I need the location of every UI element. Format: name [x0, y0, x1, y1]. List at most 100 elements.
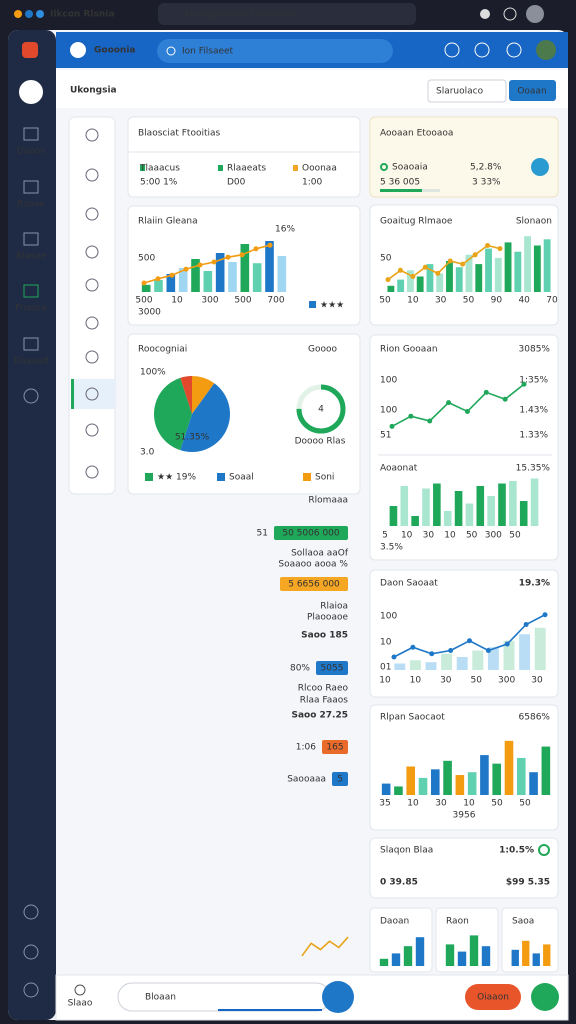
icon[interactable]	[506, 42, 522, 58]
toolbar-search[interactable]	[427, 79, 507, 103]
line-dot	[211, 259, 217, 265]
x-tick-label: 300	[485, 531, 502, 541]
legend-swatch	[217, 473, 225, 481]
bar	[485, 248, 492, 292]
tool-icon[interactable]	[85, 207, 99, 221]
nav-label: Rlasae	[16, 252, 46, 262]
bar	[522, 940, 530, 966]
y-label: 1.43%	[519, 406, 548, 416]
badge	[332, 772, 348, 786]
label: Soaoaia	[392, 163, 428, 173]
bar	[240, 244, 250, 292]
bar	[443, 511, 452, 526]
bar	[494, 257, 502, 292]
card	[127, 116, 361, 198]
tool-icon[interactable]	[85, 245, 99, 259]
x-tick-label: 30	[435, 799, 447, 809]
tool-icon[interactable]	[85, 423, 99, 437]
bar	[475, 264, 483, 292]
pie-slice	[154, 377, 192, 451]
label: 100%	[140, 368, 166, 378]
line-dot	[391, 654, 397, 660]
bar	[436, 273, 444, 292]
icon[interactable]	[23, 982, 39, 998]
x-tick-label: 35	[379, 799, 390, 809]
tool-icon[interactable]	[85, 128, 99, 142]
search-box[interactable]	[157, 39, 393, 63]
line-dot	[141, 280, 147, 286]
address-bar[interactable]	[158, 3, 416, 25]
axis-label: 50	[380, 254, 392, 264]
active-item[interactable]	[71, 379, 115, 409]
legend-swatch	[145, 473, 153, 481]
window-dot[interactable]	[36, 10, 44, 18]
window-dot[interactable]	[25, 10, 33, 18]
bar	[441, 653, 453, 670]
bar	[389, 506, 398, 526]
icon[interactable]	[23, 388, 39, 404]
icon[interactable]	[480, 9, 490, 19]
icon[interactable]	[474, 42, 490, 58]
icon[interactable]	[23, 944, 39, 960]
icon[interactable]	[444, 42, 460, 58]
address: Ilnmagelsaeot Ulsbateon	[185, 10, 297, 20]
icon[interactable]	[531, 158, 549, 176]
button-label: Ooaan	[517, 87, 546, 97]
nav-icon[interactable]	[23, 284, 39, 298]
card-title: Rlaiin Gleana	[138, 217, 198, 227]
action-button[interactable]	[465, 984, 521, 1010]
bar	[541, 746, 551, 795]
note: 6586%	[519, 713, 551, 723]
tool-icon[interactable]	[85, 465, 99, 479]
icon[interactable]	[23, 904, 39, 920]
label: 5 36 005	[380, 178, 420, 188]
tool-icon[interactable]	[85, 168, 99, 182]
logo[interactable]	[22, 42, 38, 58]
footer: 3.5%	[380, 543, 403, 553]
value: 0 39.85	[380, 878, 418, 888]
line-dot	[435, 270, 441, 276]
nav-label: Rsooe	[17, 200, 45, 210]
send-button[interactable]	[322, 981, 354, 1013]
confirm-button[interactable]	[531, 983, 559, 1011]
line-dot	[389, 423, 395, 429]
card	[369, 837, 559, 899]
icon[interactable]	[503, 7, 517, 21]
nav-icon[interactable]	[23, 337, 39, 351]
line-dot	[225, 254, 231, 260]
icon[interactable]	[74, 984, 86, 996]
tool-icon[interactable]	[85, 278, 99, 292]
card-title: Aoaonat	[380, 464, 418, 474]
bar	[415, 937, 425, 966]
tool-icon[interactable]	[85, 350, 99, 364]
nav-icon[interactable]	[23, 127, 39, 141]
toolbar-button[interactable]	[509, 80, 556, 101]
avatar[interactable]	[536, 40, 556, 60]
bar	[416, 276, 424, 292]
tool-icon[interactable]	[85, 387, 99, 401]
avatar[interactable]	[526, 5, 544, 23]
line-dot	[464, 408, 470, 414]
y-label: 51	[380, 431, 391, 441]
nav-icon[interactable]	[23, 180, 39, 194]
item-label: Tlaaacus	[139, 164, 180, 174]
badge-label: 5	[337, 775, 343, 785]
line-dot	[446, 400, 452, 406]
bar	[455, 775, 465, 795]
bar	[265, 241, 274, 292]
nav-icon[interactable]	[23, 232, 39, 246]
bar	[487, 647, 499, 670]
x-tick-label: 50	[379, 296, 391, 306]
profile[interactable]	[19, 80, 43, 104]
value: 3 33%	[472, 178, 501, 188]
line-dot	[253, 246, 259, 252]
tool-icon[interactable]	[85, 316, 99, 330]
x-tick-label: 30	[435, 296, 447, 306]
line-dot	[183, 266, 189, 272]
list-text: Rlcoo Raeo	[298, 684, 349, 694]
bar	[166, 274, 176, 292]
list-text: Saoo 27.25	[291, 711, 348, 721]
item-marker	[293, 165, 298, 171]
legend-swatch	[303, 473, 311, 481]
window-dot[interactable]	[14, 10, 22, 18]
